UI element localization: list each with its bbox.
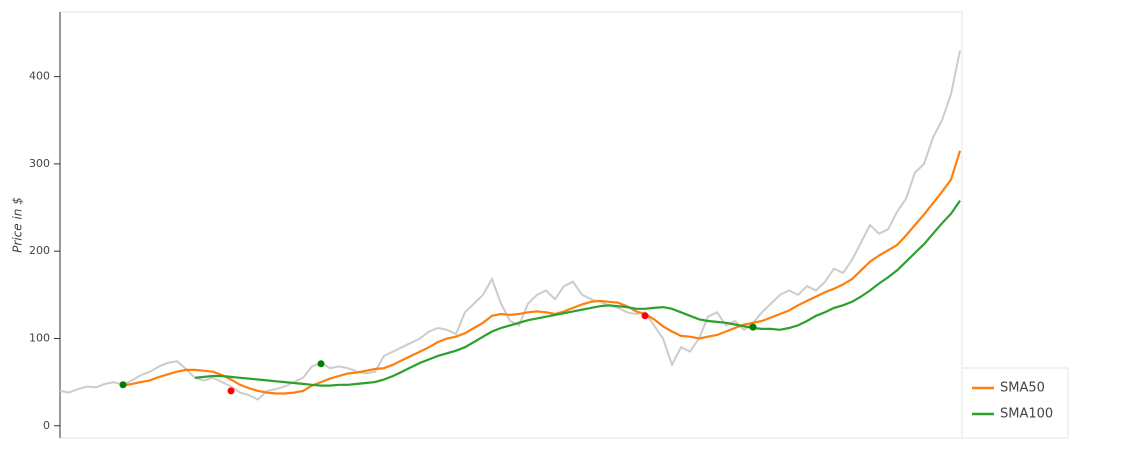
legend-box: [961, 367, 1069, 439]
y-tick-label: 400: [29, 70, 50, 83]
plot-frame: [59, 11, 963, 439]
y-tick-label: 300: [29, 157, 50, 170]
price-line: [59, 50, 961, 401]
signal-dot: [749, 323, 757, 331]
y-tick-label: 200: [29, 244, 50, 257]
y-tick-label: 0: [43, 419, 50, 432]
legend-label: SMA100: [1000, 407, 1053, 422]
legend-label: SMA50: [1000, 381, 1045, 396]
signal-dot: [119, 381, 127, 389]
price-line: [194, 199, 961, 387]
price-line: [122, 150, 962, 395]
signal-dot: [227, 387, 235, 395]
y-tick-label: 100: [29, 331, 50, 344]
y-axis-label: Price in $: [11, 197, 25, 253]
signal-dot: [641, 312, 649, 320]
signal-dot: [317, 360, 325, 368]
